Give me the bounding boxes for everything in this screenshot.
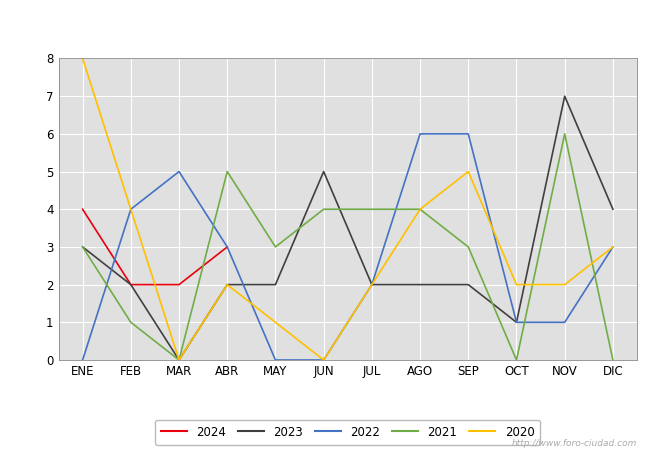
Legend: 2024, 2023, 2022, 2021, 2020: 2024, 2023, 2022, 2021, 2020 bbox=[155, 420, 540, 445]
Text: Matriculaciones de Vehiculos en Hermigua: Matriculaciones de Vehiculos en Hermigua bbox=[149, 14, 501, 32]
Text: http://www.foro-ciudad.com: http://www.foro-ciudad.com bbox=[512, 439, 637, 448]
